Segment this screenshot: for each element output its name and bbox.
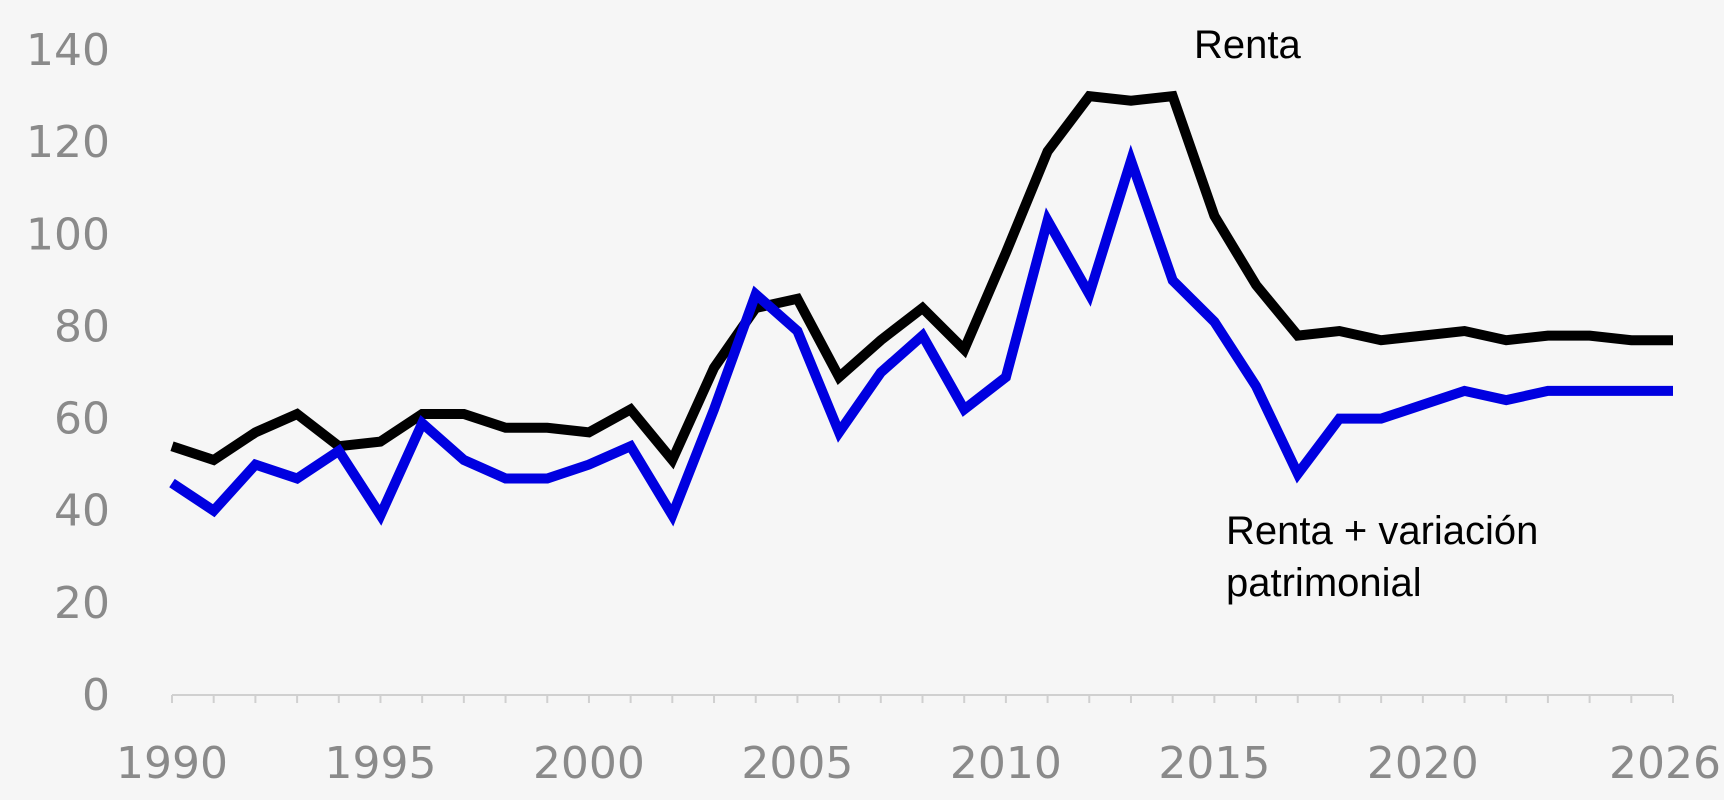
series-line-renta-variacion: [169, 144, 1673, 527]
series-label-renta-variacion: Renta + variación patrimonial: [1226, 509, 1538, 605]
series-labels: Renta Renta + variación patrimonial: [1194, 23, 1538, 605]
y-tick-label: 20: [54, 578, 110, 629]
y-tick-label: 0: [82, 670, 110, 721]
x-tick-label: 2015: [1158, 738, 1270, 789]
series-lines: [169, 90, 1674, 527]
y-tick-label: 100: [26, 209, 110, 260]
y-tick-label: 40: [54, 486, 110, 537]
series-label-line: patrimonial: [1226, 561, 1422, 605]
y-axis-ticks: 0 20 40 60 80 100 120 140: [26, 25, 110, 721]
series-label-renta: Renta: [1194, 23, 1301, 67]
x-tick-label: 2005: [741, 738, 853, 789]
x-axis: 1990 1995 2000 2005 2010 2015 2020 2026: [116, 694, 1721, 789]
y-tick-label: 60: [54, 394, 110, 445]
x-tick-label: 2010: [950, 738, 1062, 789]
series-label-line: Renta + variación: [1226, 509, 1538, 553]
x-tick-label: 2000: [533, 738, 645, 789]
x-tick-label: 2026: [1609, 738, 1721, 789]
series-label-line: Renta: [1194, 23, 1301, 67]
series-line-renta: [170, 90, 1673, 470]
x-tick-label: 1995: [324, 738, 436, 789]
y-tick-label: 120: [26, 117, 110, 168]
y-tick-label: 140: [26, 25, 110, 76]
x-tick-label: 2020: [1367, 738, 1479, 789]
x-tick-label: 1990: [116, 738, 228, 789]
y-tick-label: 80: [54, 301, 110, 352]
